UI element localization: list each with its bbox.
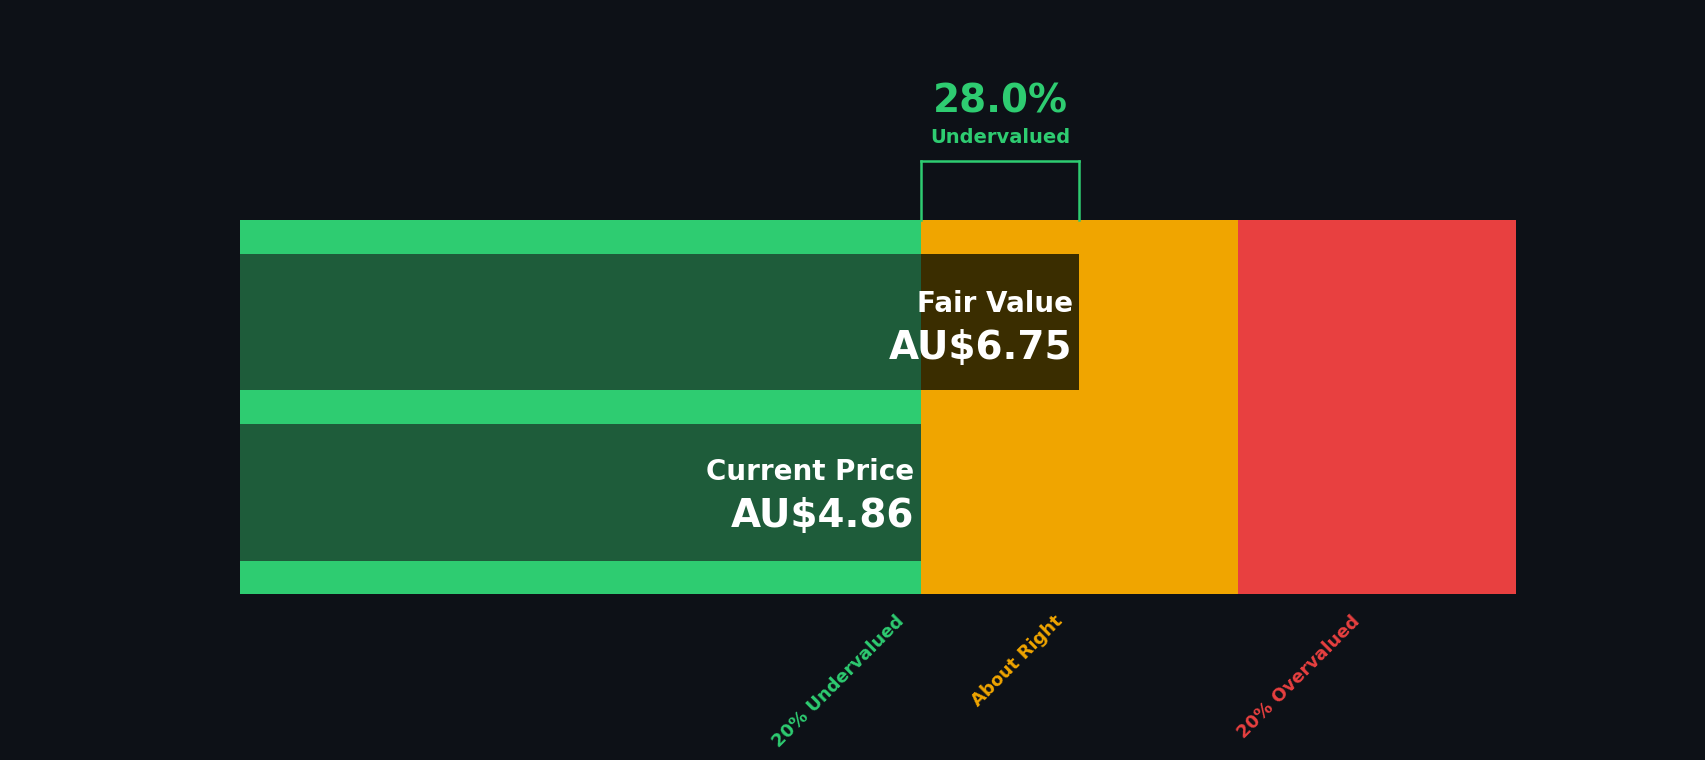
Bar <box>921 254 1079 391</box>
Bar <box>921 220 1238 594</box>
Text: Undervalued: Undervalued <box>929 128 1069 147</box>
Text: 28.0%: 28.0% <box>933 83 1067 121</box>
Text: AU$4.86: AU$4.86 <box>730 497 914 535</box>
Bar <box>239 561 921 594</box>
Text: Current Price: Current Price <box>706 458 914 486</box>
Bar <box>239 424 921 561</box>
Text: AU$6.75: AU$6.75 <box>888 329 1072 367</box>
Text: 20% Overvalued: 20% Overvalued <box>1233 612 1362 742</box>
Bar <box>1238 220 1514 594</box>
Bar <box>239 391 921 424</box>
Bar <box>239 220 921 594</box>
Text: Fair Value: Fair Value <box>916 290 1072 318</box>
Text: About Right: About Right <box>967 612 1066 710</box>
Text: 20% Undervalued: 20% Undervalued <box>769 612 907 751</box>
Bar <box>239 254 1079 391</box>
Bar <box>239 220 921 254</box>
